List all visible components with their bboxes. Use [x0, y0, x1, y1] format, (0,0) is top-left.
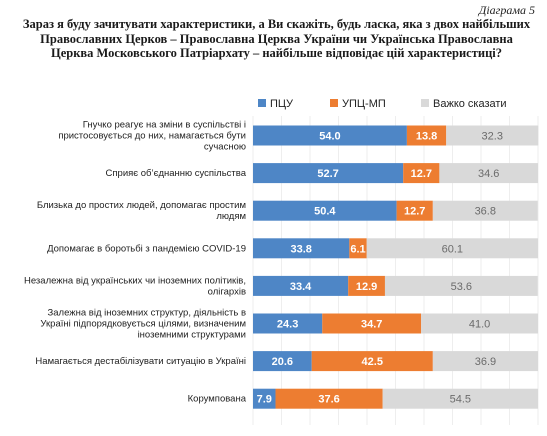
- value-label: 52.7: [317, 168, 338, 180]
- value-label: 20.6: [272, 356, 293, 368]
- category-label-line: Близька до простих людей, допомагає прос…: [37, 200, 246, 211]
- bar-segment-3: [421, 313, 538, 334]
- value-label: 37.6: [318, 394, 339, 406]
- bar-segment-2: [406, 125, 447, 146]
- bar-segment-2: [403, 163, 440, 184]
- legend-swatch-3: [421, 99, 429, 107]
- category-label-line: Гнучко реагує на зміни в суспільстві і: [83, 120, 246, 131]
- category-label: Близька до простих людей, допомагає прос…: [37, 200, 246, 222]
- value-label: 6.1: [350, 243, 365, 255]
- category-label-line: людям: [216, 211, 246, 222]
- value-label: 54.5: [450, 394, 471, 406]
- value-label: 34.6: [478, 168, 499, 180]
- bar-segment-1: [253, 313, 323, 334]
- legend-label-3: Важко сказати: [433, 98, 507, 110]
- category-label-line: Незалежна від українських чи іноземних п…: [24, 275, 246, 286]
- category-label: Сприяє об’єднанню суспільства: [106, 168, 247, 179]
- category-label: Гнучко реагує на зміни в суспільстві і пр…: [58, 120, 246, 153]
- legend-label-2: УПЦ-МП: [342, 98, 386, 110]
- value-label: 32.3: [482, 131, 503, 143]
- value-label: 36.9: [475, 356, 496, 368]
- figure-number: Діаграма 5: [478, 3, 535, 17]
- bar-segment-2: [396, 200, 433, 221]
- bar-segment-2: [311, 351, 433, 372]
- category-label-line: пристосовується до них, намагається бути: [58, 131, 246, 142]
- value-label: 42.5: [362, 356, 383, 368]
- legend: ПЦУ УПЦ-МП Важко сказати: [258, 98, 507, 110]
- bar-segment-3: [432, 200, 538, 221]
- bar-segment-3: [439, 163, 538, 184]
- bar-segment-2: [275, 388, 383, 409]
- category-label: Незалежна від українських чи іноземних п…: [24, 275, 246, 297]
- value-label: 60.1: [442, 243, 463, 255]
- bar-segment-2: [348, 275, 385, 296]
- value-label: 33.8: [290, 243, 311, 255]
- bar-segment-3: [382, 388, 538, 409]
- category-label-line: іноземними структурами: [138, 330, 246, 341]
- value-label: 50.4: [314, 206, 336, 218]
- legend-label-1: ПЦУ: [270, 98, 294, 110]
- category-label-line: олігархів: [208, 286, 246, 297]
- value-label: 12.7: [404, 206, 425, 218]
- bar-segment-1: [253, 388, 276, 409]
- bar-segment-2: [322, 313, 422, 334]
- legend-swatch-2: [330, 99, 338, 107]
- value-label: 7.9: [257, 394, 272, 406]
- value-label: 54.0: [319, 131, 340, 143]
- bar-segment-3: [432, 351, 538, 372]
- value-label: 53.6: [451, 281, 472, 293]
- category-label-line: Допомагає в боротьбі з пандемією COVID-1…: [47, 243, 246, 254]
- category-label: Допомагає в боротьбі з пандемією COVID-1…: [47, 243, 246, 254]
- category-label-line: сучасною: [204, 142, 246, 153]
- category-label-line: Залежна від іноземних структур, діяльніс…: [48, 308, 246, 319]
- bar-segment-1: [253, 238, 350, 259]
- category-label-line: Корумпована: [188, 394, 247, 405]
- bar-segment-1: [253, 200, 397, 221]
- value-label: 34.7: [361, 319, 382, 331]
- category-label-line: Україні підпорядковується цілями, визнач…: [40, 319, 246, 330]
- legend-swatch-1: [258, 99, 266, 107]
- category-label-line: Сприяє об’єднанню суспільства: [106, 168, 247, 179]
- chart-title: Зараз я буду зачитувати характеристики, …: [22, 17, 531, 60]
- gridlines: [252, 116, 539, 425]
- bar-segment-1: [253, 351, 312, 372]
- bar-segment-1: [253, 125, 407, 146]
- value-label: 41.0: [469, 319, 490, 331]
- value-label: 12.7: [411, 168, 432, 180]
- bar-segment-3: [366, 238, 538, 259]
- category-label-line: Намагається дестабілізувати ситуацію в У…: [35, 356, 246, 367]
- category-label: Залежна від іноземних структур, діяльніс…: [40, 308, 246, 341]
- category-label: Намагається дестабілізувати ситуацію в У…: [35, 356, 246, 367]
- value-label: 36.8: [475, 206, 496, 218]
- bar-segment-3: [384, 275, 538, 296]
- value-label: 33.4: [290, 281, 312, 293]
- bar-segment-1: [253, 275, 349, 296]
- bars: 54.0 13.8 32.3 52.7 12.7 34.6 50.4 12.7 36.8 33.8…: [253, 125, 539, 409]
- bar-segment-3: [446, 125, 539, 146]
- bar-segment-1: [253, 163, 404, 184]
- category-labels: Гнучко реагує на зміни в суспільстві і пр…: [24, 120, 247, 405]
- value-label: 24.3: [277, 319, 298, 331]
- value-label: 13.8: [416, 131, 437, 143]
- bar-segment-2: [349, 238, 367, 259]
- category-label: Корумпована: [188, 394, 247, 405]
- value-label: 12.9: [356, 281, 377, 293]
